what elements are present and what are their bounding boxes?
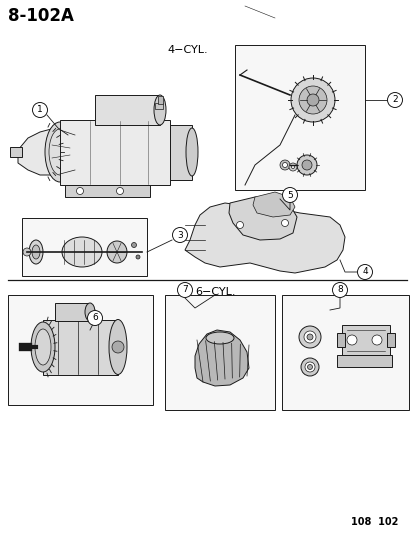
Text: 3: 3 [177, 230, 183, 239]
Circle shape [283, 188, 298, 203]
Bar [22, 218, 147, 276]
Ellipse shape [29, 240, 43, 264]
Ellipse shape [45, 122, 75, 182]
Circle shape [308, 365, 312, 369]
Bar [95, 95, 160, 125]
Circle shape [291, 78, 335, 122]
Circle shape [332, 282, 347, 297]
Bar [282, 295, 409, 410]
Circle shape [88, 311, 103, 326]
Circle shape [347, 335, 357, 345]
Bar [60, 120, 170, 185]
Text: 5: 5 [287, 190, 293, 199]
Ellipse shape [31, 322, 55, 372]
Circle shape [388, 93, 403, 108]
Circle shape [280, 160, 290, 170]
Bar [235, 45, 365, 190]
Ellipse shape [85, 303, 95, 321]
Circle shape [302, 160, 312, 170]
Bar [65, 185, 150, 197]
Circle shape [32, 102, 47, 117]
Circle shape [283, 163, 288, 167]
Bar [342, 325, 390, 355]
Circle shape [357, 264, 373, 279]
Bar [158, 96, 163, 104]
Circle shape [173, 228, 188, 243]
Circle shape [178, 282, 193, 297]
Ellipse shape [35, 329, 51, 365]
Text: 2: 2 [392, 95, 398, 104]
Ellipse shape [32, 245, 40, 259]
Text: 8: 8 [337, 286, 343, 295]
Bar [155, 103, 163, 109]
Text: 7: 7 [182, 286, 188, 295]
Text: 1: 1 [37, 106, 43, 115]
Ellipse shape [109, 319, 127, 375]
Bar [165, 295, 275, 410]
Ellipse shape [107, 241, 127, 263]
Circle shape [112, 341, 124, 353]
Circle shape [299, 86, 327, 114]
Bar [43, 320, 118, 375]
Ellipse shape [186, 128, 198, 176]
Circle shape [299, 326, 321, 348]
Bar [8, 295, 153, 405]
Text: 4−CYL.: 4−CYL. [168, 45, 208, 55]
Circle shape [304, 331, 316, 343]
Ellipse shape [49, 129, 71, 175]
Circle shape [237, 222, 244, 229]
Text: 6: 6 [92, 313, 98, 322]
Ellipse shape [154, 95, 166, 125]
Circle shape [117, 188, 124, 195]
Circle shape [307, 334, 313, 340]
Polygon shape [229, 197, 297, 240]
Circle shape [307, 94, 319, 106]
Polygon shape [18, 128, 55, 175]
Circle shape [372, 335, 382, 345]
Circle shape [23, 248, 31, 256]
Circle shape [305, 362, 315, 372]
Polygon shape [253, 192, 295, 217]
Ellipse shape [206, 332, 234, 344]
Circle shape [291, 166, 295, 168]
Bar [55, 303, 90, 321]
Bar [337, 355, 392, 367]
Bar [387, 333, 395, 347]
Text: 6−CYL.: 6−CYL. [195, 287, 235, 297]
Bar [10, 147, 22, 157]
Text: 4: 4 [362, 268, 368, 277]
Ellipse shape [62, 237, 102, 267]
Circle shape [136, 255, 140, 259]
Circle shape [297, 155, 317, 175]
Text: 8-102A: 8-102A [8, 7, 74, 25]
Bar [170, 125, 192, 180]
Circle shape [281, 220, 288, 227]
Text: 108  102: 108 102 [352, 517, 399, 527]
Bar [337, 333, 345, 347]
Circle shape [76, 188, 83, 195]
Circle shape [301, 358, 319, 376]
Polygon shape [195, 330, 249, 386]
Polygon shape [185, 203, 345, 273]
Circle shape [289, 163, 297, 171]
Circle shape [132, 243, 137, 247]
